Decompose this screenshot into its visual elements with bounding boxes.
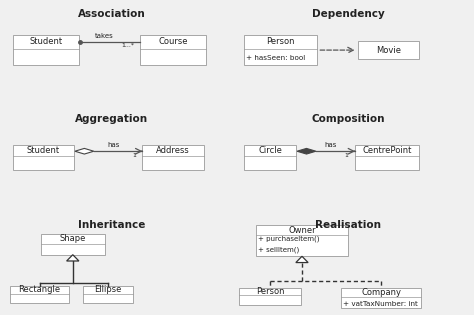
Bar <box>41 234 105 255</box>
Text: has: has <box>107 142 119 148</box>
Text: Owner: Owner <box>288 226 316 235</box>
Text: has: has <box>325 142 337 148</box>
Bar <box>239 288 301 305</box>
Bar <box>12 35 79 65</box>
Text: CentrePoint: CentrePoint <box>362 146 412 155</box>
Text: + sellItem(): + sellItem() <box>258 246 300 253</box>
Bar <box>12 145 74 170</box>
Text: Rectangle: Rectangle <box>18 285 61 295</box>
Polygon shape <box>296 256 308 263</box>
Text: + hasSeen: bool: + hasSeen: bool <box>246 55 306 61</box>
Text: Composition: Composition <box>311 114 385 124</box>
Bar <box>244 145 296 170</box>
Text: 1: 1 <box>345 153 348 158</box>
Text: Circle: Circle <box>258 146 282 155</box>
Text: takes: takes <box>95 33 114 39</box>
Text: Student: Student <box>27 146 60 155</box>
Text: 1: 1 <box>132 153 136 158</box>
Bar <box>355 145 419 170</box>
Text: 1...*: 1...* <box>122 43 135 48</box>
Polygon shape <box>75 148 94 154</box>
Text: + vatTaxNumber: int: + vatTaxNumber: int <box>343 301 418 306</box>
Bar <box>341 288 421 308</box>
Text: Student: Student <box>29 37 62 46</box>
Text: Movie: Movie <box>376 46 401 54</box>
Text: Course: Course <box>158 37 188 46</box>
Bar <box>357 42 419 59</box>
Bar <box>256 225 348 256</box>
Bar <box>140 35 206 65</box>
Text: Inheritance: Inheritance <box>78 220 146 230</box>
Bar <box>10 286 69 303</box>
Polygon shape <box>67 255 79 261</box>
Text: Realisation: Realisation <box>315 220 381 230</box>
Text: Address: Address <box>156 146 190 155</box>
Bar <box>143 145 204 170</box>
Text: Shape: Shape <box>60 234 86 243</box>
Text: Dependency: Dependency <box>312 9 384 19</box>
Text: + purchaseItem(): + purchaseItem() <box>258 236 320 242</box>
Text: Company: Company <box>361 288 401 297</box>
Text: Aggregation: Aggregation <box>75 114 148 124</box>
Polygon shape <box>297 148 316 154</box>
Text: Ellipse: Ellipse <box>94 285 122 295</box>
Text: Person: Person <box>256 287 284 296</box>
Text: Person: Person <box>266 37 295 46</box>
Bar <box>244 35 318 65</box>
Bar <box>83 286 133 303</box>
Text: Association: Association <box>78 9 146 19</box>
